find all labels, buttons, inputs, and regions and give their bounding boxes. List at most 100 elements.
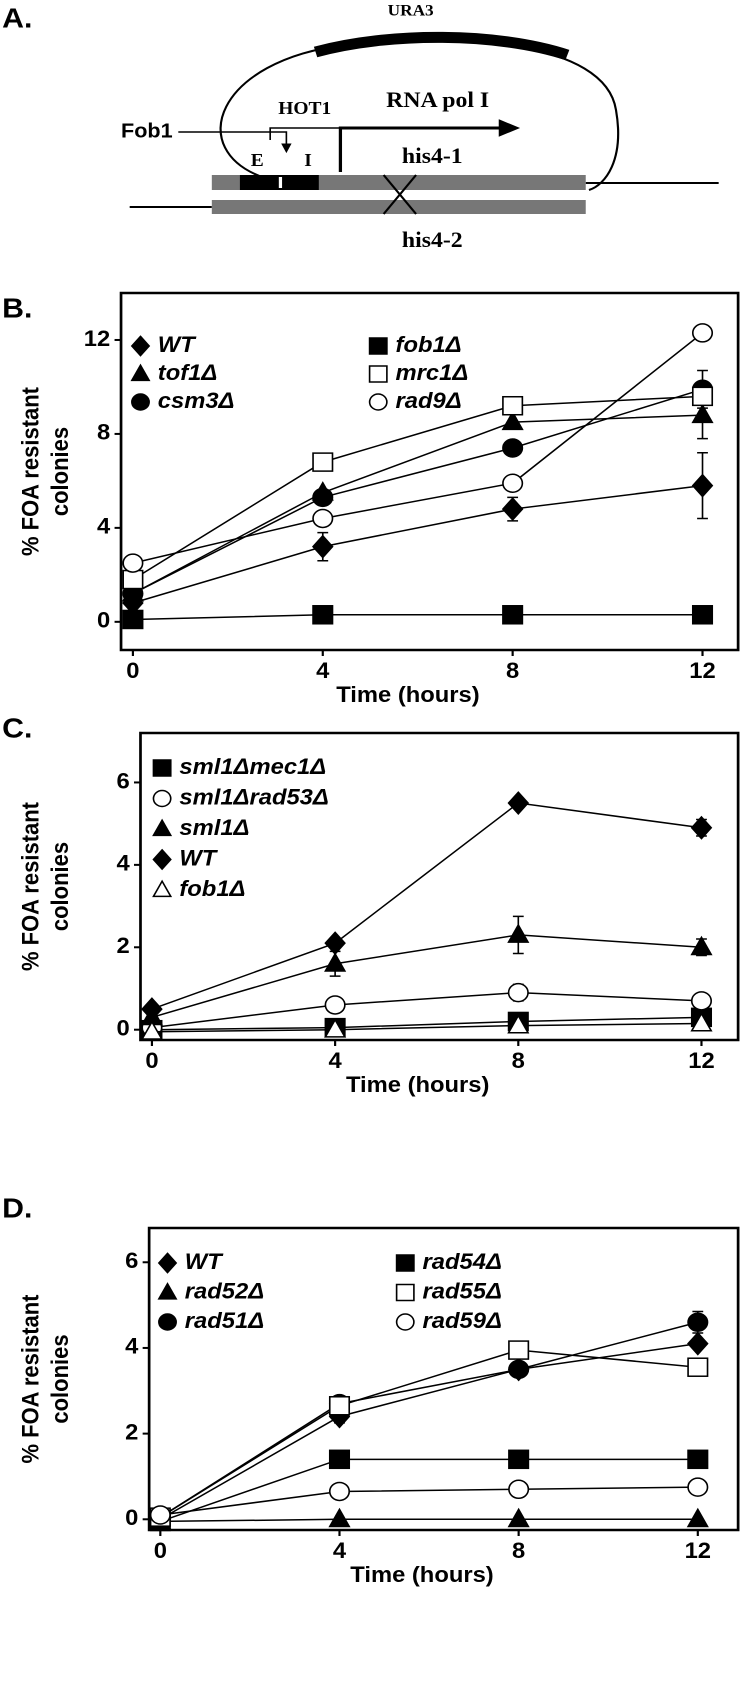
series-line: [132, 332, 704, 564]
marker: [324, 995, 346, 1015]
legend-marker: [368, 365, 388, 383]
series-line: [132, 614, 703, 621]
series-line: [151, 991, 702, 1029]
y-tick-label: 4: [125, 1334, 138, 1359]
panel-label: C.: [2, 713, 32, 744]
series-line: [159, 1342, 698, 1520]
legend-label: rad51Δ: [185, 1308, 264, 1333]
pointer-head: [281, 143, 292, 154]
series-line: [132, 388, 703, 595]
marker: [501, 410, 524, 431]
x-tick-label: 0: [126, 658, 139, 683]
legend-marker: [395, 1313, 415, 1331]
panel-label: A.: [2, 3, 32, 34]
marker: [324, 931, 346, 956]
legend-marker: [130, 363, 151, 382]
y-tick-label: 2: [125, 1419, 138, 1444]
legend-label: sml1Δrad53Δ: [179, 784, 328, 809]
marker: [328, 1396, 351, 1416]
y-axis-label: colonies: [46, 1334, 73, 1423]
marker: [691, 323, 714, 343]
y-tick-label: 4: [97, 514, 110, 539]
legend-marker: [158, 1313, 177, 1331]
legend-label: rad59Δ: [423, 1308, 502, 1333]
plasmid-label: URA3: [388, 1, 434, 19]
legend-label: mrc1Δ: [396, 360, 469, 385]
marker: [687, 1312, 709, 1332]
x-tick-label: 8: [512, 1048, 525, 1073]
marker: [502, 395, 524, 416]
legend-marker: [395, 1283, 415, 1302]
marker: [690, 935, 713, 956]
marker: [507, 1507, 530, 1528]
x-axis-label: Time (hours): [336, 682, 479, 707]
y-axis-label: % FOA resistant: [17, 802, 44, 971]
marker: [501, 497, 524, 522]
x-tick-label: 4: [316, 658, 329, 683]
marker: [691, 386, 714, 407]
marker: [312, 605, 334, 625]
marker: [690, 1012, 713, 1032]
series-line: [160, 1518, 698, 1523]
marker: [690, 815, 713, 840]
diagram: [129, 31, 719, 215]
marker: [149, 1505, 171, 1525]
y-tick-label: 8: [97, 420, 110, 445]
y-tick-label: 4: [116, 851, 129, 876]
series-line: [151, 1016, 702, 1031]
legend-marker: [152, 759, 172, 777]
promoter-label: RNA pol I: [386, 88, 489, 112]
x-tick-label: 0: [145, 1048, 158, 1073]
marker: [507, 791, 530, 816]
marker: [687, 1449, 709, 1470]
marker: [687, 1331, 709, 1356]
series-line: [159, 1321, 699, 1518]
series-line: [151, 934, 702, 1019]
legend-label: rad54Δ: [423, 1249, 502, 1274]
marker: [687, 1477, 709, 1497]
ura3-marker: [313, 31, 570, 61]
marker: [312, 508, 334, 529]
y-axis-label: % FOA resistant: [17, 387, 44, 556]
marker: [507, 923, 530, 943]
y-axis-label: colonies: [46, 842, 73, 931]
marker: [507, 982, 529, 1003]
marker: [141, 997, 163, 1022]
y-tick-label: 0: [97, 607, 110, 632]
marker: [324, 1018, 347, 1038]
legend-label: rad9Δ: [396, 388, 462, 413]
plot-frame: [119, 291, 740, 652]
legend-label: fob1Δ: [396, 332, 462, 357]
series-line: [159, 1349, 698, 1518]
y-tick-label: 2: [116, 933, 129, 958]
legend-marker: [157, 1282, 178, 1300]
x-tick-label: 12: [685, 1538, 711, 1563]
y-tick-label: 6: [116, 768, 129, 793]
legend-label: sml1Δmec1Δ: [179, 754, 326, 779]
x-tick-label: 4: [333, 1538, 346, 1563]
marker: [312, 452, 334, 472]
legend-marker: [152, 848, 172, 871]
legend-marker: [157, 1252, 178, 1274]
crossover: [382, 174, 417, 215]
series-line: [151, 1022, 702, 1033]
legend-marker: [152, 879, 173, 898]
marker: [507, 1014, 530, 1034]
marker: [122, 553, 144, 573]
x-tick-label: 0: [154, 1538, 167, 1563]
series-line: [132, 484, 703, 604]
allele-label: his4-1: [402, 144, 463, 168]
legend-marker: [368, 337, 388, 355]
legend-marker: [152, 789, 172, 808]
panel-label: B.: [2, 293, 32, 324]
marker: [328, 1507, 351, 1528]
arrow-head: [498, 119, 521, 137]
legend-marker: [368, 393, 388, 411]
marker: [502, 438, 524, 458]
y-axis-label: % FOA resistant: [17, 1294, 44, 1463]
fob1-label: Fob1: [121, 120, 173, 142]
legend-label: fob1Δ: [179, 876, 245, 901]
legend-marker: [131, 393, 150, 411]
marker: [502, 473, 524, 493]
legend-marker: [395, 1254, 415, 1272]
